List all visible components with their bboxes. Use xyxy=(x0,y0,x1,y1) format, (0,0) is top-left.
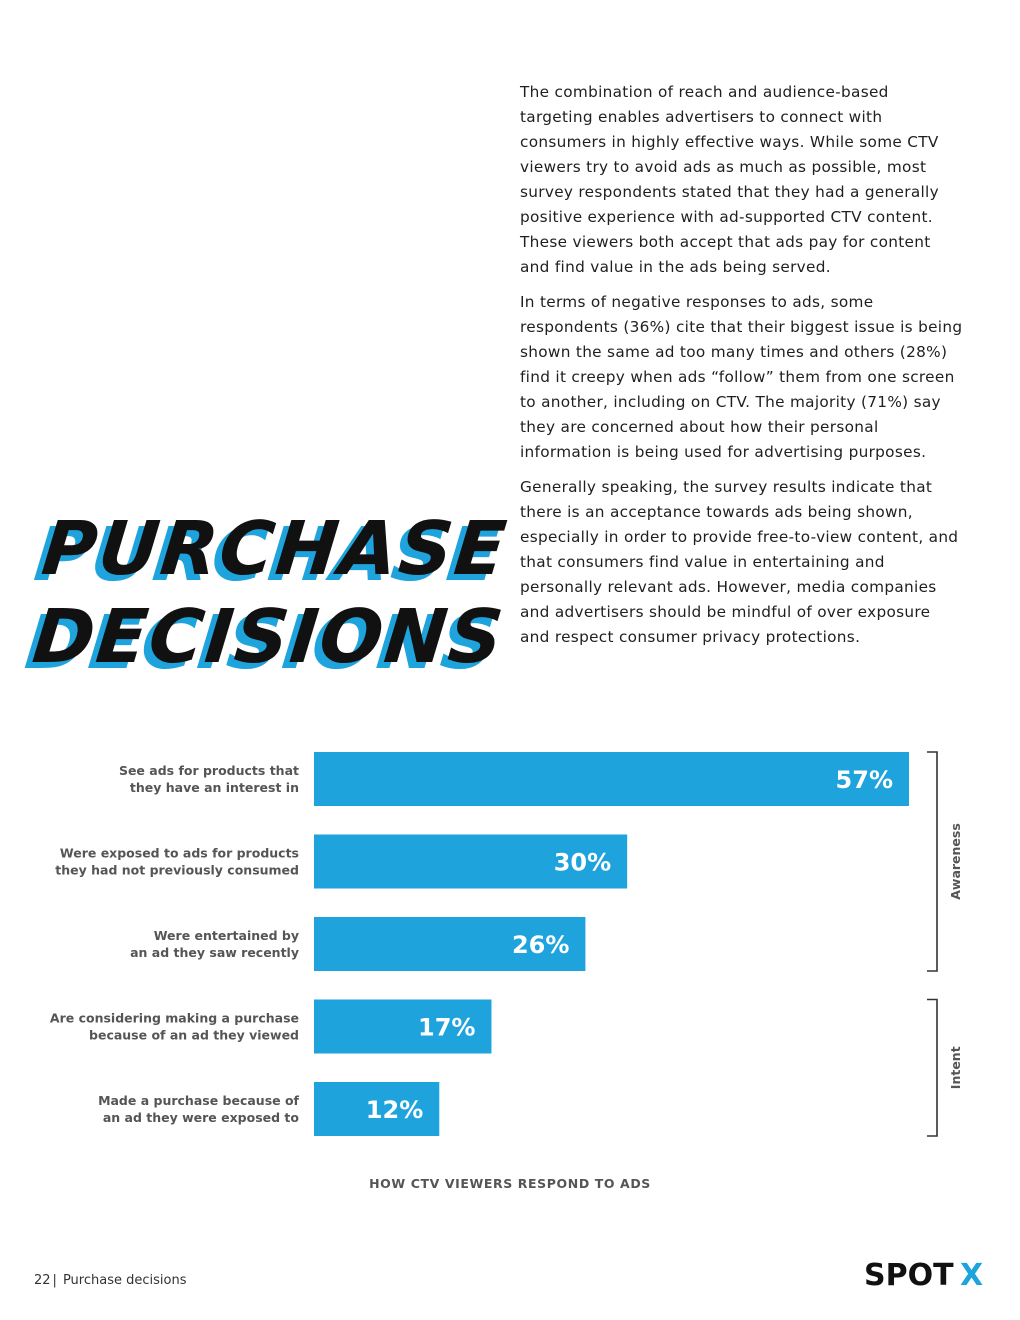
bar xyxy=(314,834,628,889)
logo-wordmark: SPOT xyxy=(864,1258,954,1292)
group-bracket xyxy=(927,751,938,972)
bar xyxy=(314,917,586,971)
intro-paragraph-1: The combination of reach and audience-ba… xyxy=(520,83,939,276)
category-label: Were exposed to ads for products xyxy=(60,846,299,861)
section-headline: PURCHASE DECISIONS xyxy=(29,505,517,681)
category-label: they had not previously consumed xyxy=(55,863,299,878)
logo-accent-x: X xyxy=(960,1258,983,1292)
category-label: See ads for products that xyxy=(119,763,299,778)
headline-line-2: DECISIONS xyxy=(28,594,509,680)
group-label: Intent xyxy=(948,1046,963,1089)
group-label: Awareness xyxy=(948,823,963,900)
bar-value-label: 30% xyxy=(554,849,611,877)
category-label: Made a purchase because of xyxy=(98,1093,299,1108)
footer-separator: | xyxy=(52,1273,57,1288)
category-label: Are considering making a purchase xyxy=(50,1011,299,1026)
bar-value-label: 26% xyxy=(512,931,569,959)
category-label: an ad they saw recently xyxy=(130,945,299,960)
bar-value-label: 12% xyxy=(366,1096,423,1124)
page-number: 22 xyxy=(34,1273,51,1288)
intro-text: The combination of reach and audience-ba… xyxy=(520,80,965,660)
bar-value-label: 17% xyxy=(418,1014,475,1042)
page-footer: 22 | Purchase decisions xyxy=(34,1273,186,1288)
bar xyxy=(314,752,909,806)
headline-line-1: PURCHASE xyxy=(38,506,512,592)
category-label: they have an interest in xyxy=(130,780,299,795)
bar-value-label: 57% xyxy=(836,766,893,794)
bar xyxy=(314,999,492,1054)
spotx-logo: SPOT X xyxy=(864,1258,983,1292)
intro-paragraph-2: In terms of negative responses to ads, s… xyxy=(520,293,963,461)
intro-paragraph-3: Generally speaking, the survey results i… xyxy=(520,478,959,646)
bar xyxy=(314,1082,440,1136)
chart-title: HOW CTV VIEWERS RESPOND TO ADS xyxy=(369,1176,651,1191)
group-bracket xyxy=(927,998,938,1137)
category-label: Were entertained by xyxy=(154,928,299,943)
category-label: an ad they were exposed to xyxy=(103,1110,300,1125)
category-label: because of an ad they viewed xyxy=(89,1028,299,1043)
section-name: Purchase decisions xyxy=(62,1273,187,1288)
response-bar-chart: 57% See ads for products that they have an… xyxy=(50,751,963,1137)
